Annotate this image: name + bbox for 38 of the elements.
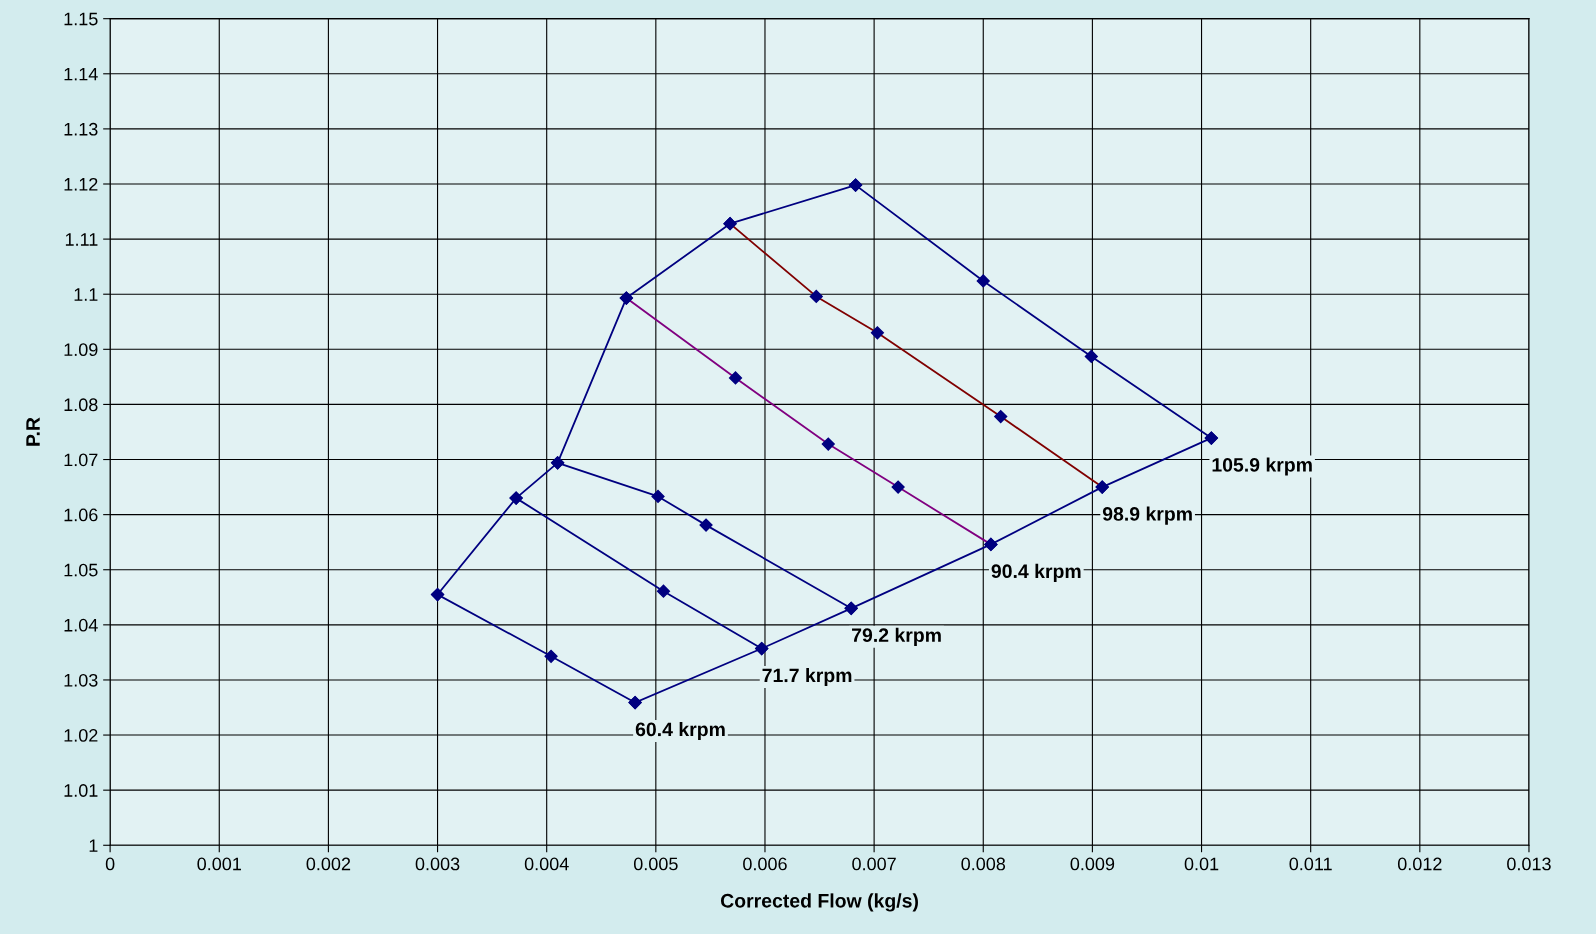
y-tick-label: 1.11: [65, 233, 98, 246]
x-tick-label: 0.003: [415, 857, 460, 871]
x-tick-label: 0.01: [1184, 857, 1219, 871]
x-tick-label: 0.009: [1070, 857, 1115, 871]
x-tick-label: 0.008: [961, 857, 1006, 871]
y-tick-label: 1.12: [64, 177, 98, 191]
y-tick-label: 1.02: [64, 728, 98, 742]
y-tick-label: 1.14: [64, 67, 98, 81]
x-tick-label: 0.011: [1289, 857, 1332, 871]
y-axis-title: P.R: [26, 417, 40, 446]
annotation: 71.7 krpm: [762, 667, 852, 687]
y-tick-label: 1.09: [64, 343, 98, 357]
x-tick-label: 0: [105, 857, 115, 871]
annotation: 60.4 krpm: [635, 721, 725, 741]
y-tick-label: 1.07: [64, 453, 98, 467]
annotation: 79.2 krpm: [852, 627, 941, 646]
y-tick-label: 1.04: [64, 618, 98, 632]
x-tick-label: 0.005: [633, 857, 678, 871]
x-tick-label: 0.002: [306, 857, 351, 871]
x-axis-title: Corrected Flow (kg/s): [720, 893, 918, 912]
annotation: 98.9 krpm: [1102, 506, 1192, 525]
x-tick-label: 0.001: [197, 857, 241, 871]
x-tick-label: 0.007: [852, 857, 896, 871]
x-tick-label: 0.012: [1397, 857, 1442, 871]
x-tick-label: 0.006: [743, 857, 787, 871]
y-tick-label: 1.13: [64, 122, 98, 136]
y-tick-label: 1.01: [64, 784, 98, 797]
annotation: 90.4 krpm: [991, 563, 1081, 582]
y-tick-label: 1.1: [74, 288, 98, 301]
y-tick-label: 1.08: [64, 398, 98, 412]
y-tick-label: 1.05: [64, 563, 98, 577]
y-tick-label: 1.06: [64, 508, 98, 522]
annotation: 105.9 krpm: [1212, 457, 1312, 476]
y-tick-label: 1.03: [64, 673, 98, 687]
x-tick-label: 0.013: [1507, 857, 1551, 871]
y-tick-label: 1.15: [64, 12, 98, 26]
y-tick-label: 1: [89, 839, 98, 852]
x-tick-label: 0.004: [524, 857, 569, 871]
